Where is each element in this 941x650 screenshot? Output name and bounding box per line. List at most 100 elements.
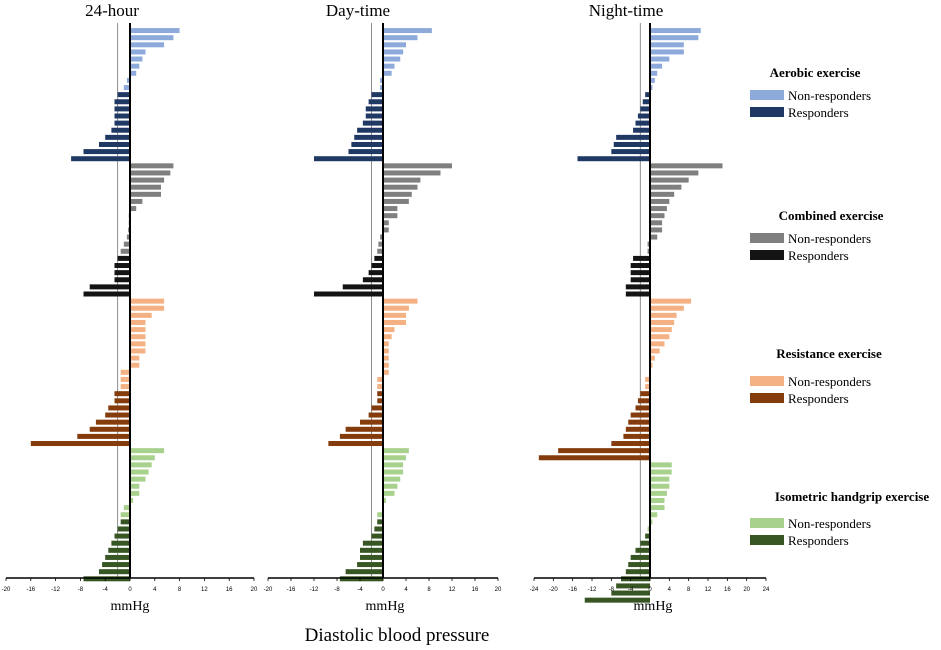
legend-title-2: Resistance exercise (776, 346, 882, 361)
bar-1-3-resp-5 (360, 554, 383, 560)
bar-2-1-resp-4 (625, 284, 650, 290)
bar-2-1-resp-5 (625, 291, 650, 297)
bar-1-0-resp-2 (365, 106, 383, 112)
bar-2-3-resp-9 (584, 597, 650, 603)
bar-0-1-resp-5 (83, 291, 130, 297)
bar-1-1-nonresp-11 (378, 241, 383, 247)
bar-1-1-nonresp-6 (383, 206, 398, 212)
legend-label-3-1: Responders (788, 533, 849, 548)
bar-0-0-resp-8 (83, 149, 130, 155)
bar-0-3-resp-7 (99, 569, 130, 575)
x-unit-label-0: mmHg (111, 599, 150, 614)
bar-1-0-nonresp-8 (380, 85, 383, 91)
bar-0-3-nonresp-2 (130, 462, 152, 468)
bar-2-3-resp-3 (630, 554, 650, 560)
bar-2-2-nonresp-3 (650, 319, 675, 325)
legend-title-3: Isometric handgrip exercise (775, 489, 930, 504)
bar-2-1-resp-3 (630, 277, 650, 283)
bar-0-0-resp-1 (114, 99, 130, 105)
bar-1-0-nonresp-5 (383, 63, 395, 69)
bar-2-0-resp-3 (637, 113, 650, 119)
bar-2-1-nonresp-5 (650, 198, 670, 204)
bar-1-2-resp-1 (377, 398, 383, 404)
bar-2-1-resp-0 (633, 255, 650, 261)
bar-0-0-nonresp-5 (130, 63, 140, 69)
bar-0-3-resp-8 (83, 576, 130, 582)
bar-2-3-resp-8 (611, 590, 650, 596)
bar-2-1-nonresp-0 (650, 163, 723, 169)
bar-0-1-nonresp-4 (130, 191, 161, 197)
bar-1-2-resp-5 (345, 426, 383, 432)
bar-1-0-resp-3 (365, 113, 383, 119)
bar-1-2-nonresp-6 (383, 341, 389, 347)
bar-0-2-nonresp-0 (130, 298, 165, 304)
bar-0-0-resp-5 (111, 127, 130, 133)
x-tick-label-2-12: 24 (763, 587, 770, 593)
bar-0-0-nonresp-1 (130, 35, 174, 41)
bar-1-0-resp-5 (357, 127, 383, 133)
bar-1-1-nonresp-8 (383, 220, 389, 226)
bar-1-3-resp-6 (357, 562, 383, 568)
bar-1-0-resp-7 (351, 141, 383, 147)
x-tick-label-0-9: 16 (226, 587, 233, 593)
x-tick-label-2-9: 12 (705, 587, 712, 593)
bar-0-3-resp-2 (114, 533, 130, 539)
bar-2-2-nonresp-7 (650, 348, 660, 354)
bar-0-3-nonresp-1 (130, 455, 155, 461)
bar-2-3-nonresp-8 (650, 519, 653, 525)
bar-1-2-nonresp-10 (383, 369, 389, 375)
bar-2-2-resp-8 (558, 448, 650, 454)
x-tick-label-1-7: 8 (427, 587, 431, 593)
bar-1-2-resp-7 (328, 441, 383, 447)
legend-swatch-3-1 (750, 535, 784, 545)
x-tick-label-0-3: -8 (78, 587, 84, 593)
bar-2-0-nonresp-6 (650, 70, 658, 76)
bar-2-2-nonresp-2 (650, 312, 677, 318)
bar-2-0-nonresp-8 (650, 85, 653, 91)
bar-0-0-nonresp-0 (130, 28, 180, 34)
bar-0-1-nonresp-12 (120, 248, 130, 254)
bar-1-1-resp-0 (374, 255, 383, 261)
bar-1-3-resp-2 (371, 533, 383, 539)
bar-2-2-nonresp-12 (645, 384, 650, 390)
bar-2-0-nonresp-3 (650, 49, 684, 55)
bar-1-2-nonresp-0 (383, 298, 418, 304)
bar-1-3-nonresp-2 (383, 462, 404, 468)
x-tick-label-0-2: -12 (51, 587, 60, 593)
bar-0-3-nonresp-6 (130, 490, 140, 496)
bar-1-2-nonresp-4 (383, 327, 395, 333)
bar-2-0-resp-0 (645, 92, 650, 98)
bar-2-0-resp-1 (642, 99, 650, 105)
bar-2-1-resp-2 (630, 270, 650, 276)
bar-0-3-nonresp-7 (130, 497, 134, 503)
bar-2-2-resp-7 (611, 441, 650, 447)
x-tick-label-2-3: -12 (588, 587, 597, 593)
bar-2-3-resp-0 (645, 533, 650, 539)
x-tick-label-2-4: -8 (609, 587, 615, 593)
x-tick-label-2-2: -16 (568, 587, 577, 593)
x-tick-label-0-10: 20 (251, 587, 258, 593)
bar-1-1-nonresp-2 (383, 177, 421, 183)
x-tick-label-2-8: 8 (687, 587, 691, 593)
bar-2-2-resp-3 (630, 412, 650, 418)
legend-label-1-1: Responders (788, 248, 849, 263)
x-tick-label-2-11: 20 (743, 587, 750, 593)
bar-0-0-nonresp-8 (123, 85, 130, 91)
bar-2-1-nonresp-2 (650, 177, 689, 183)
bar-0-0-resp-2 (114, 106, 130, 112)
bar-1-2-resp-6 (339, 433, 383, 439)
bar-1-3-nonresp-5 (383, 483, 398, 489)
legend-title-1: Combined exercise (779, 208, 884, 223)
bar-1-1-nonresp-4 (383, 191, 412, 197)
bar-0-1-nonresp-0 (130, 163, 174, 169)
bar-1-3-nonresp-6 (383, 490, 395, 496)
bar-1-0-resp-0 (371, 92, 383, 98)
bar-1-1-nonresp-0 (383, 163, 452, 169)
legend-label-0-0: Non-responders (788, 88, 871, 103)
bar-2-0-nonresp-5 (650, 63, 663, 69)
bar-1-0-nonresp-4 (383, 56, 401, 62)
bar-0-0-resp-4 (114, 120, 130, 126)
bar-1-1-nonresp-3 (383, 184, 418, 190)
bar-2-2-nonresp-0 (650, 298, 692, 304)
bar-2-0-resp-2 (640, 106, 650, 112)
